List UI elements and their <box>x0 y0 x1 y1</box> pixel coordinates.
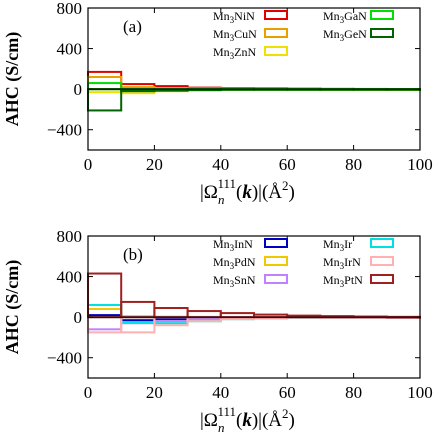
legend-label-Mn3PdN: Mn3PdN <box>213 255 256 271</box>
legend-label-Mn3NiN: Mn3NiN <box>213 9 255 25</box>
legend-swatch-Mn3IrN <box>370 256 394 266</box>
plot-frame <box>87 235 421 379</box>
x-tick-label: 80 <box>345 383 362 402</box>
y-tick-label: 800 <box>57 227 83 246</box>
legend-swatch-Mn3NiN <box>264 10 288 20</box>
legend-label-Mn3InN: Mn3InN <box>213 237 253 253</box>
legend-swatch-Mn3PtN <box>370 274 394 284</box>
x-tick-label: 0 <box>84 383 93 402</box>
legend-label-Mn3CuN: Mn3CuN <box>213 27 257 43</box>
x-tick-label: 100 <box>407 155 433 174</box>
plot-frame <box>87 7 421 151</box>
bar-Mn3PtN-1 <box>120 300 156 319</box>
legend-label-Mn3IrN: Mn3IrN <box>323 255 361 271</box>
bar-Mn3SnN-0 <box>87 316 123 331</box>
legend-swatch-Mn3InN <box>264 238 288 248</box>
legend-swatch-Mn3PdN <box>264 256 288 266</box>
bar-Mn3NiN-0 <box>87 70 123 91</box>
x-tick-label: 20 <box>146 383 163 402</box>
y-tick-label: 400 <box>57 40 83 59</box>
x-tick-label: 20 <box>146 155 163 174</box>
panel-label: (b) <box>123 245 143 264</box>
x-tick-label: 60 <box>279 155 296 174</box>
y-tick-label: 400 <box>57 268 83 287</box>
legend-label-Mn3ZnN: Mn3ZnN <box>213 45 257 61</box>
x-axis-label: |Ωn111(k)|(Å2) <box>200 176 295 207</box>
y-tick-label: −400 <box>47 121 82 140</box>
x-tick-label: 80 <box>345 155 362 174</box>
legend-label-Mn3Ir: Mn3Ir <box>323 237 352 253</box>
legend-label-Mn3PtN: Mn3PtN <box>323 273 363 289</box>
legend-swatch-Mn3Ir <box>370 238 394 248</box>
x-tick-label: 40 <box>212 383 229 402</box>
bar-Mn3PtN-3 <box>186 310 222 319</box>
x-tick-label: 100 <box>407 383 433 402</box>
x-tick-label: 40 <box>212 155 229 174</box>
legend-label-Mn3SnN: Mn3SnN <box>213 273 256 289</box>
legend-swatch-Mn3GaN <box>370 10 394 20</box>
legend-label-Mn3GeN: Mn3GeN <box>323 27 367 43</box>
x-axis-label: |Ωn111(k)|(Å2) <box>200 404 295 435</box>
legend-label-Mn3GaN: Mn3GaN <box>323 9 367 25</box>
y-axis-label: AHC (S/cm) <box>2 32 23 126</box>
panel-label: (a) <box>123 17 142 36</box>
x-tick-label: 60 <box>279 383 296 402</box>
y-tick-label: 800 <box>57 0 83 18</box>
bar-Mn3PtN-0 <box>87 272 123 319</box>
y-tick-label: 0 <box>74 80 83 99</box>
y-tick-label: −400 <box>47 349 82 368</box>
y-axis-label: AHC (S/cm) <box>2 260 23 354</box>
legend-swatch-Mn3SnN <box>264 274 288 284</box>
bar-Mn3PtN-4 <box>219 312 256 319</box>
y-tick-label: 0 <box>74 308 83 327</box>
x-tick-label: 0 <box>84 155 93 174</box>
legend-swatch-Mn3GeN <box>370 28 394 38</box>
legend-swatch-Mn3ZnN <box>264 46 288 56</box>
legend-swatch-Mn3CuN <box>264 28 288 38</box>
